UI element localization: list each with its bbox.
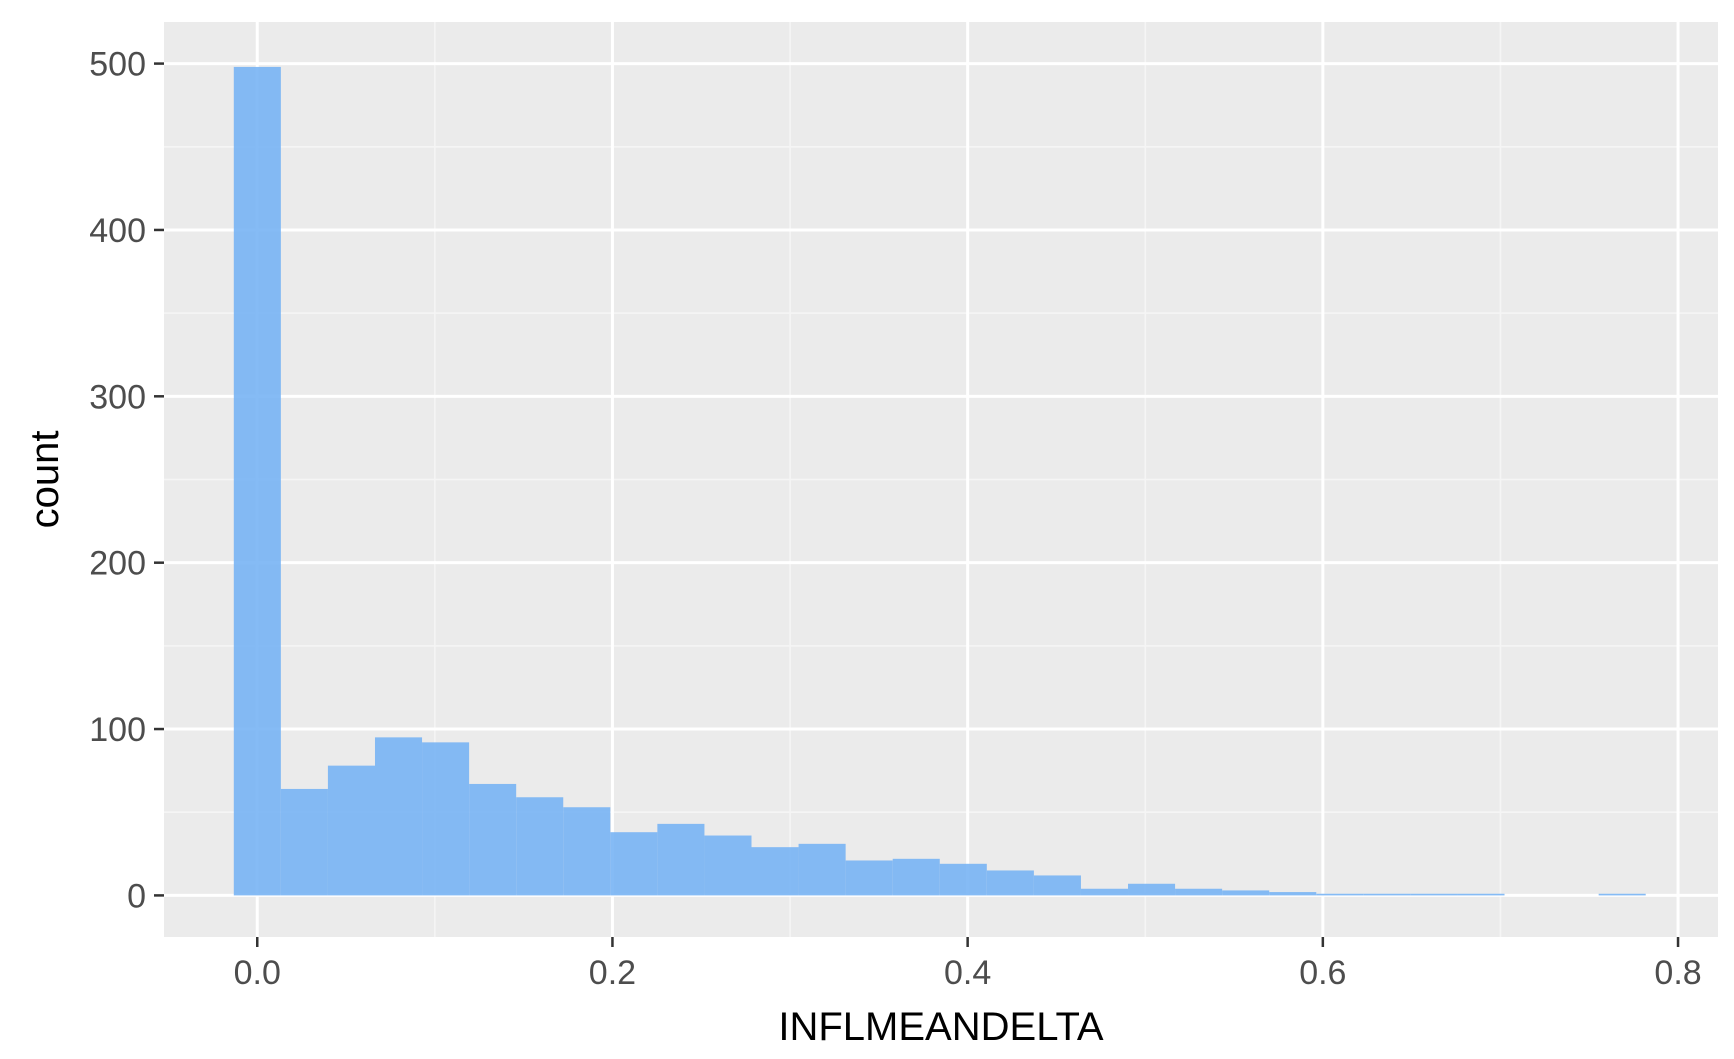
y-tick-label: 400 <box>89 212 146 250</box>
histogram-bar <box>1128 883 1176 896</box>
histogram-bar <box>704 835 752 896</box>
histogram-bar <box>422 742 470 896</box>
x-tick-label: 0.8 <box>1654 954 1701 992</box>
histogram-bar <box>280 788 328 896</box>
histogram-bar <box>751 847 799 896</box>
x-axis-title: INFLMEANDELTA <box>778 1005 1104 1049</box>
histogram-bar <box>1175 888 1223 896</box>
histogram-bar <box>374 737 423 896</box>
x-tick-label: 0.2 <box>589 954 636 992</box>
histogram-bar <box>1598 893 1646 896</box>
histogram-bar <box>469 783 517 896</box>
minor-gridlines <box>164 22 1718 937</box>
y-tick-label: 300 <box>89 378 146 416</box>
histogram-bar <box>563 807 611 896</box>
histogram-bar <box>1363 893 1411 896</box>
x-tick-label: 0.0 <box>234 954 281 992</box>
histogram-bar <box>892 858 940 896</box>
histogram-bar <box>986 870 1034 896</box>
histogram-bar <box>1269 892 1317 896</box>
histogram-bar <box>1080 888 1129 896</box>
histogram-bars <box>233 66 1646 896</box>
histogram-bar <box>1457 893 1505 896</box>
histogram-bar <box>516 797 564 896</box>
histogram-bar <box>1033 875 1081 896</box>
y-axis-title: count <box>23 431 67 529</box>
histogram-bar <box>1222 890 1270 896</box>
x-axis: 0.0 0.2 0.4 0.6 0.8 <box>234 937 1702 992</box>
histogram-bar <box>1410 893 1458 896</box>
histogram-bar <box>327 765 375 896</box>
histogram-bar <box>798 843 846 896</box>
x-tick-label: 0.4 <box>944 954 991 992</box>
x-tick-label: 0.6 <box>1299 954 1346 992</box>
histogram-bar <box>939 863 987 896</box>
y-tick-label: 500 <box>89 46 146 84</box>
y-axis: 0 100 200 300 400 500 <box>89 46 164 915</box>
histogram-bar <box>1316 893 1364 896</box>
y-tick-label: 200 <box>89 545 146 583</box>
y-tick-label: 0 <box>127 877 146 915</box>
histogram-bar <box>610 832 658 896</box>
histogram-bar <box>233 66 281 896</box>
histogram-bar <box>657 823 705 896</box>
y-tick-label: 100 <box>89 711 146 749</box>
histogram-bar <box>845 860 893 896</box>
